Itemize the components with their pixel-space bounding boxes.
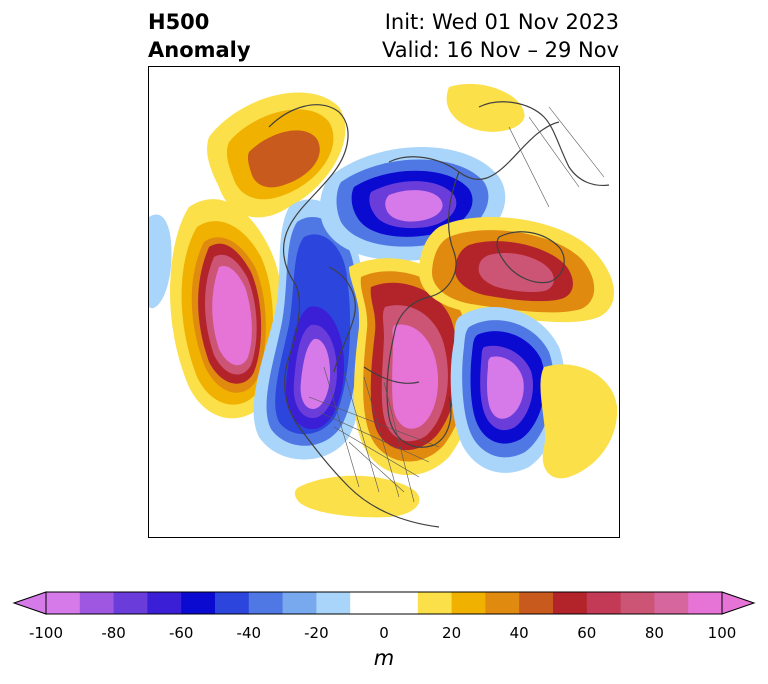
chart-title: H500 Anomaly [148, 8, 251, 64]
colorbar-segment [654, 592, 689, 614]
colorbar-segment [519, 592, 554, 614]
init-time: Init: Wed 01 Nov 2023 [384, 10, 619, 34]
colorbar-tick-label: -80 [101, 624, 126, 642]
colorbar-tick-label: 0 [379, 624, 389, 642]
ridge-alaska [207, 92, 346, 218]
colorbar-outline [45, 591, 723, 615]
colorbar-extend-high [721, 591, 756, 615]
colorbar-segment [451, 592, 486, 614]
colorbar-extend-low [12, 591, 47, 615]
run-info: Init: Wed 01 Nov 2023 Valid: 16 Nov – 29… [382, 8, 619, 64]
colorbar-segment [46, 592, 81, 614]
trough-north-atlantic [450, 307, 565, 473]
coastlines [268, 101, 610, 528]
colorbar-segment [620, 592, 655, 614]
colorbar-segment [282, 592, 317, 614]
colorbar-segment [79, 592, 115, 614]
colorbar-segments [46, 592, 723, 614]
colorbar-segment [350, 592, 419, 614]
ridge-central-canada [349, 258, 480, 476]
ridge-east-siberia [149, 83, 618, 518]
colorbar [0, 586, 768, 626]
valid-range: Valid: 16 Nov – 29 Nov [382, 38, 619, 62]
title-line1: H500 [148, 10, 210, 34]
colorbar-segment [181, 592, 216, 614]
colorbar-tick-label: 60 [577, 624, 597, 642]
colorbar-segment [485, 592, 520, 614]
unit-label: m [373, 646, 395, 670]
map-svg [149, 67, 619, 537]
colorbar-tick-label: 40 [509, 624, 529, 642]
colorbar-segment [586, 592, 622, 614]
colorbar-segment [248, 592, 284, 614]
borders [308, 106, 605, 503]
colorbar-segment [688, 592, 723, 614]
colorbar-tick-label: -40 [236, 624, 262, 642]
title-line2: Anomaly [148, 38, 251, 62]
colorbar-segment [417, 592, 453, 614]
colorbar-segment [215, 592, 250, 614]
anomaly-map [148, 66, 620, 538]
colorbar-tick-label: 20 [442, 624, 462, 642]
ridge-ne-pacific [170, 199, 284, 419]
colorbar-tick-label: -20 [304, 624, 329, 642]
colorbar-tick-label: -100 [28, 624, 64, 642]
colorbar-tick-label: 80 [644, 624, 664, 642]
colorbar-segment [113, 592, 148, 614]
colorbar-segment [316, 592, 351, 614]
colorbar-svg [12, 591, 756, 615]
colorbar-tick-label: -60 [168, 624, 194, 642]
colorbar-segment [147, 592, 182, 614]
colorbar-tick-label: 100 [707, 624, 737, 642]
colorbar-segment [553, 592, 588, 614]
